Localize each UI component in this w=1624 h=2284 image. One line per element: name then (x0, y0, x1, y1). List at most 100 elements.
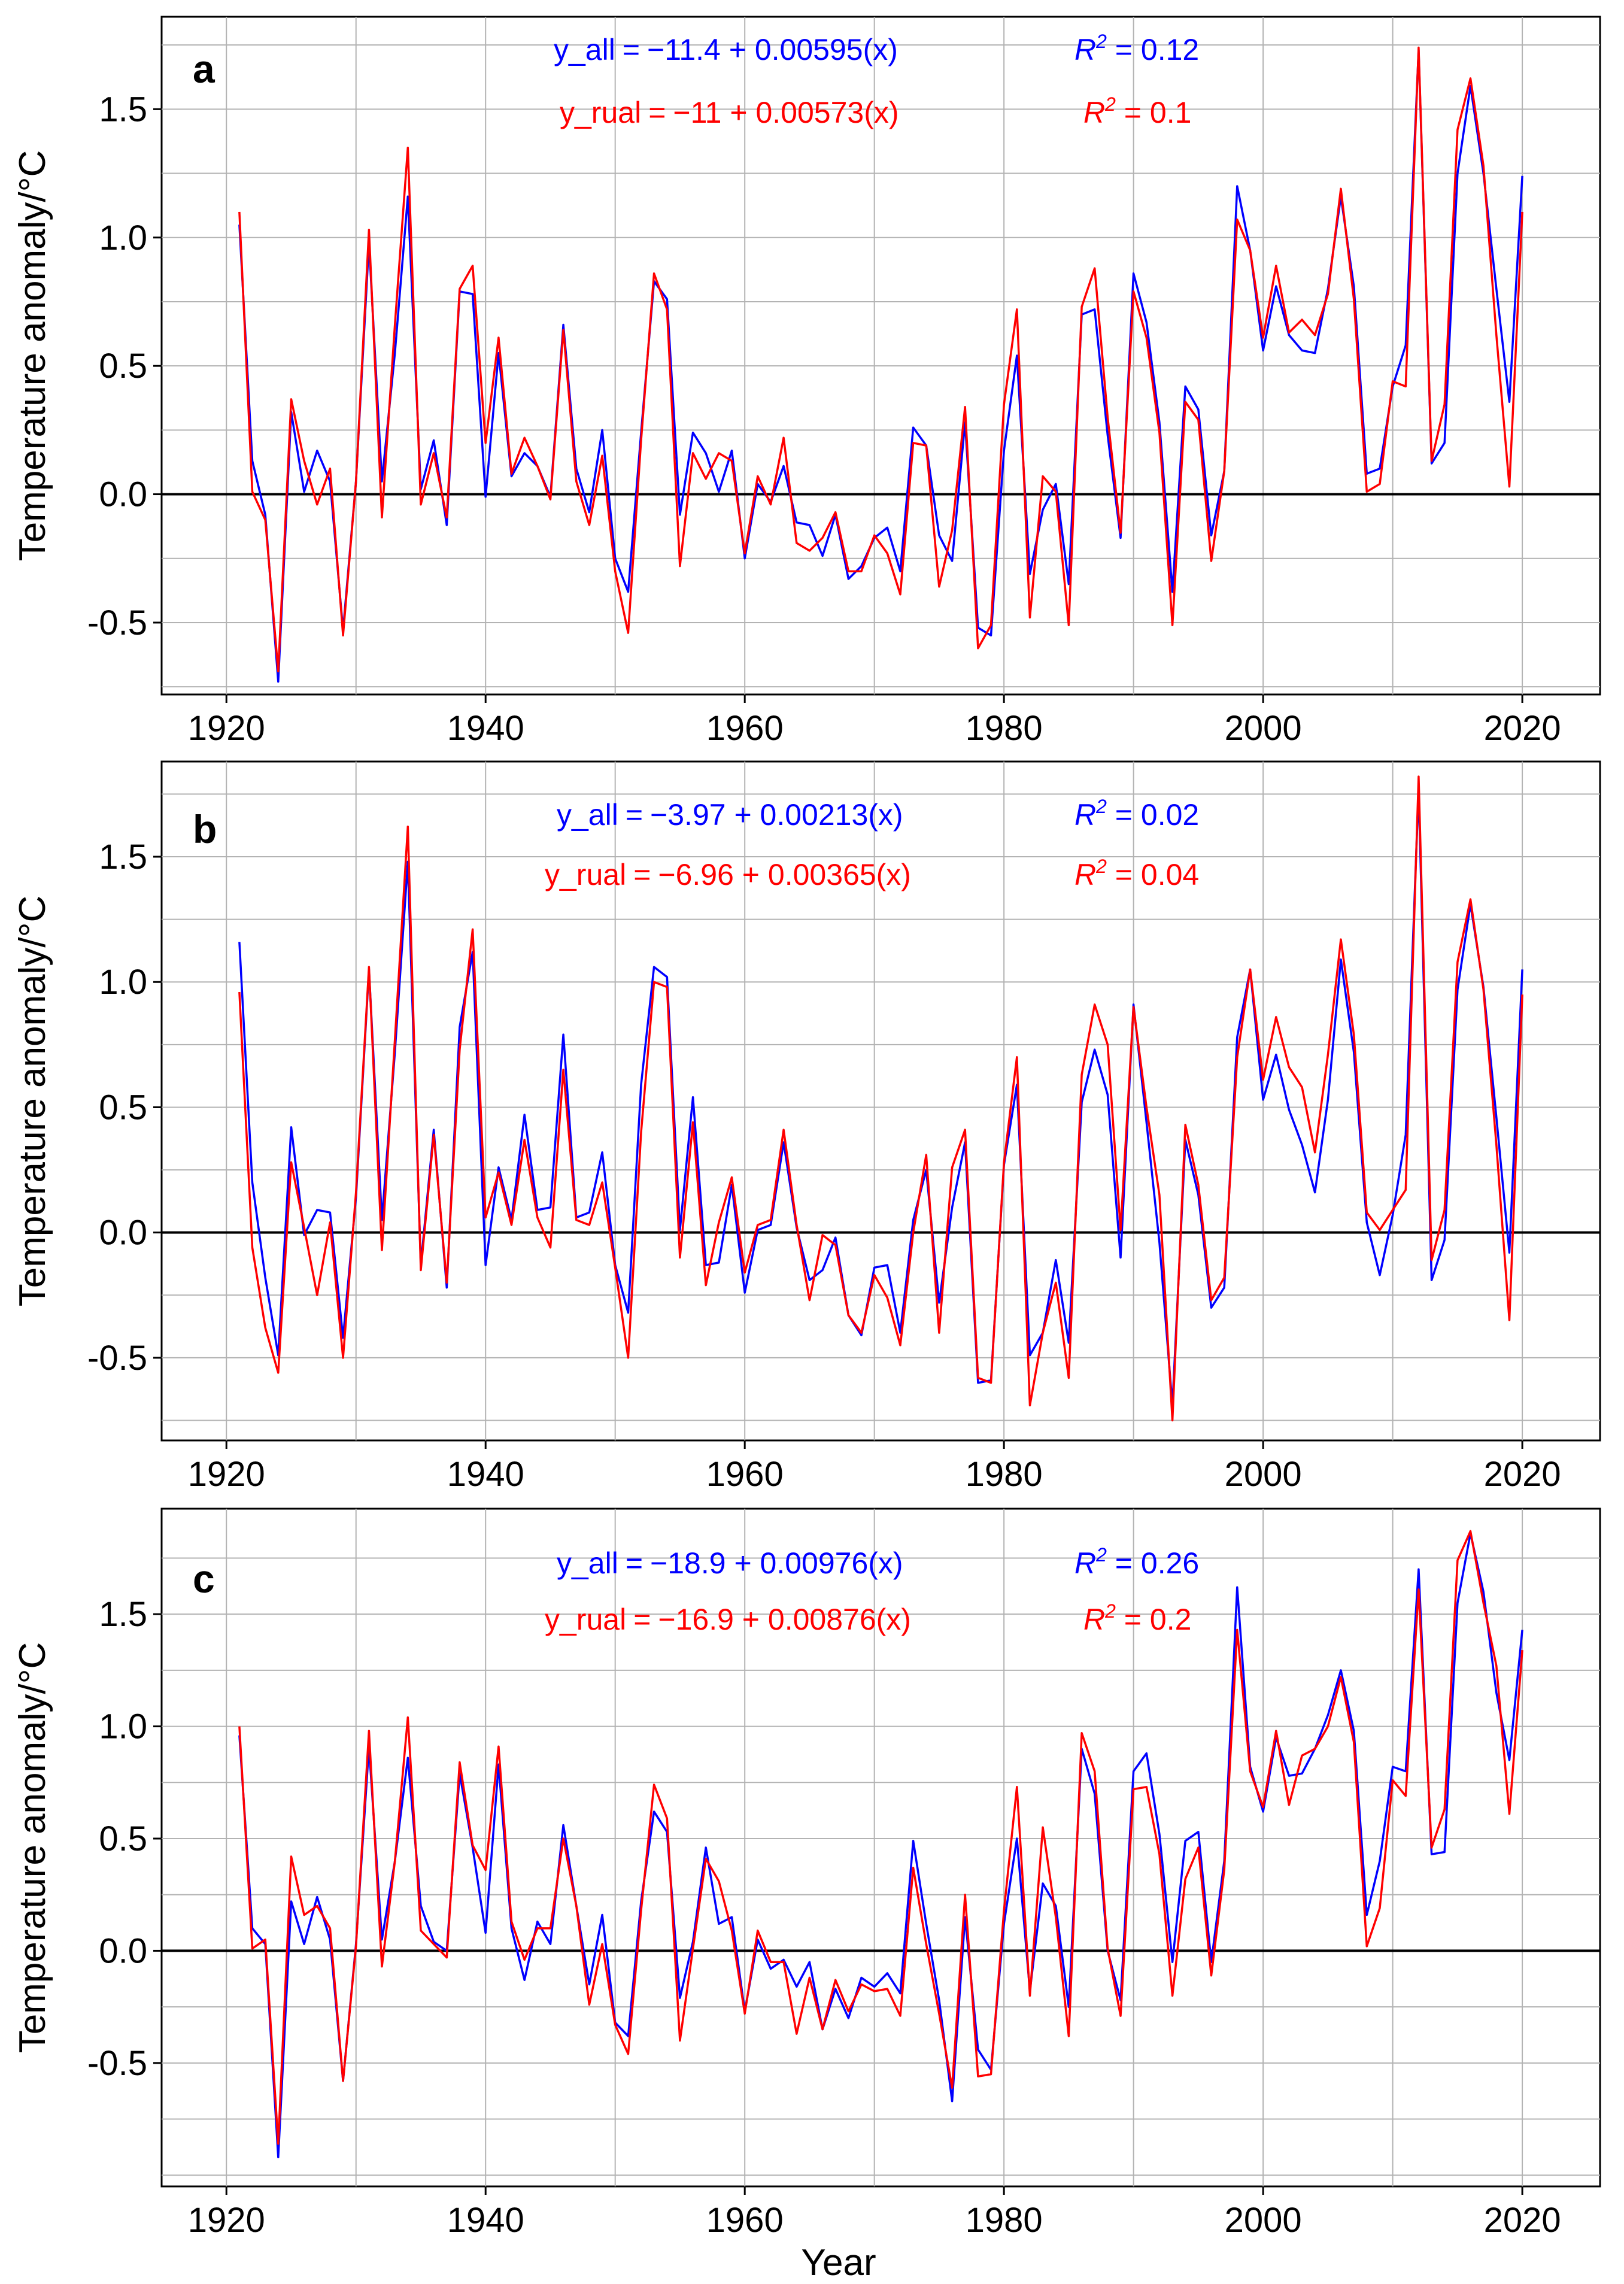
equation-all: y_all = −18.9 + 0.00976(x) (557, 1546, 903, 1580)
y-tick-label: -0.5 (87, 1339, 147, 1378)
equation-rhs: −6.96 + 0.00365(x) (658, 858, 911, 891)
r2-value: 0.04 (1141, 858, 1199, 891)
equation-rhs: −18.9 + 0.00976(x) (650, 1546, 903, 1580)
r2-rural: R2 = 0.1 (1083, 93, 1191, 129)
x-tick-label: 1960 (706, 2201, 784, 2240)
x-tick-label: 2000 (1225, 2201, 1302, 2240)
svg-text:y_rual=−11 + 0.00573(x): y_rual = −11 + 0.00573(x) (560, 96, 899, 129)
r2-value: 0.26 (1141, 1546, 1199, 1580)
panel-c: 1920 1940 1960 1980 2000 2020 -0.5 0.0 0.5 1.0 1.5… (12, 1507, 1601, 2240)
x-tick-label: 1960 (706, 1455, 784, 1494)
equation-lhs: y_rual (545, 858, 626, 891)
panel-label: b (193, 807, 217, 851)
panel-c-series (238, 1530, 1523, 2159)
y-axis-title: Temperature anomaly/°C (12, 150, 53, 561)
x-tick-label: 2000 (1225, 1455, 1302, 1494)
x-tick-label: 1920 (188, 709, 265, 748)
svg-text:y_all=−11.4 + 0.00595(x): y_all = −11.4 + 0.00595(x) (554, 33, 898, 66)
panel-a-frame (160, 16, 1601, 696)
equation-rhs: −11 + 0.00573(x) (673, 96, 898, 129)
panel-c-ticks: 1920 1940 1960 1980 2000 2020 -0.5 0.0 0.5 1.0 1.5 (87, 1595, 1561, 2240)
panel-a-series (238, 46, 1523, 683)
r2-value: 0.12 (1141, 33, 1199, 66)
x-tick-label: 2020 (1484, 2201, 1561, 2240)
svg-text:R2 = 0.04: R2 = 0.04 (1074, 856, 1199, 891)
panel-b-series (238, 775, 1523, 1422)
equation-rural: y_rual = −6.96 + 0.00365(x) (545, 858, 911, 891)
x-tick-label: 2000 (1225, 709, 1302, 748)
equation-rhs: −16.9 + 0.00876(x) (658, 1603, 911, 1636)
r2-value: 0.2 (1150, 1603, 1192, 1636)
svg-text:R2 = 0.26: R2 = 0.26 (1074, 1544, 1199, 1580)
x-tick-label: 2020 (1484, 709, 1561, 748)
equation-rural: y_rual = −11 + 0.00573(x) (560, 96, 899, 129)
x-tick-label: 1980 (966, 2201, 1043, 2240)
series-line-rural (238, 775, 1523, 1422)
equation-rhs: −11.4 + 0.00595(x) (647, 33, 898, 66)
x-tick-label: 1980 (966, 1455, 1043, 1494)
panel-b-grid (162, 762, 1600, 1440)
equation-rhs: −3.97 + 0.00213(x) (650, 798, 903, 832)
r2-all: R2 = 0.12 (1074, 31, 1199, 66)
r2-value: 0.02 (1141, 798, 1199, 832)
panel-c-frame (160, 1507, 1601, 2188)
panel-a-ticks: 1920 1940 1960 1980 2000 2020 -0.5 0.0 0.5 1.0 1.5 (87, 90, 1561, 748)
svg-text:y_rual=−6.96 + 0.00365(x): y_rual = −6.96 + 0.00365(x) (545, 858, 911, 891)
y-tick-label: -0.5 (87, 2044, 147, 2083)
x-tick-label: 1960 (706, 709, 784, 748)
y-tick-label: 1.5 (99, 1595, 147, 1634)
x-tick-label: 1940 (447, 709, 524, 748)
r2-all: R2 = 0.26 (1074, 1544, 1199, 1580)
r2-rural: R2 = 0.2 (1083, 1600, 1191, 1636)
equation-lhs: y_rual (545, 1603, 626, 1636)
panel-b-ticks: 1920 1940 1960 1980 2000 2020 -0.5 0.0 0.5 1.0 1.5 (87, 838, 1561, 1494)
svg-text:R2 = 0.02: R2 = 0.02 (1074, 796, 1199, 832)
x-tick-label: 1980 (966, 709, 1043, 748)
svg-text:y_all=−3.97 + 0.00213(x): y_all = −3.97 + 0.00213(x) (557, 798, 903, 832)
panel-a-grid (162, 17, 1600, 694)
equation-rural: y_rual = −16.9 + 0.00876(x) (545, 1603, 911, 1636)
equation-lhs: y_all (557, 798, 618, 832)
panel-label: a (193, 47, 215, 91)
y-tick-label: 1.0 (99, 1707, 147, 1746)
x-tick-label: 1920 (188, 1455, 265, 1494)
y-tick-label: 0.0 (99, 475, 147, 514)
panel-b: 1920 1940 1960 1980 2000 2020 -0.5 0.0 0.5 1.0 1.5… (12, 760, 1601, 1494)
svg-text:R2 = 0.1: R2 = 0.1 (1083, 93, 1191, 129)
x-tick-label: 1940 (447, 2201, 524, 2240)
y-tick-label: -0.5 (87, 603, 147, 642)
y-tick-label: 0.0 (99, 1214, 147, 1252)
r2-value: 0.1 (1150, 96, 1192, 129)
x-tick-label: 1940 (447, 1455, 524, 1494)
y-tick-label: 1.0 (99, 219, 147, 257)
x-tick-label: 1920 (188, 2201, 265, 2240)
x-axis-title: Year (801, 2242, 876, 2283)
equation-all: y_all = −3.97 + 0.00213(x) (557, 798, 903, 832)
equation-all: y_all = −11.4 + 0.00595(x) (554, 33, 898, 66)
equation-lhs: y_all (554, 33, 615, 66)
y-tick-label: 1.5 (99, 838, 147, 876)
panel-label: c (193, 1557, 215, 1601)
r2-all: R2 = 0.02 (1074, 796, 1199, 832)
svg-text:R2 = 0.12: R2 = 0.12 (1074, 31, 1199, 66)
y-axis-title: Temperature anomaly/°C (12, 896, 53, 1306)
series-line-rural (238, 1530, 1523, 2145)
y-tick-label: 1.5 (99, 90, 147, 129)
svg-text:R2 = 0.2: R2 = 0.2 (1083, 1600, 1191, 1636)
panel-b-frame (160, 760, 1601, 1442)
svg-text:y_rual=−16.9 + 0.00876(x): y_rual = −16.9 + 0.00876(x) (545, 1603, 911, 1636)
equation-lhs: y_all (557, 1546, 618, 1580)
y-axis-title: Temperature anomaly/°C (12, 1642, 53, 2053)
y-tick-label: 0.5 (99, 1819, 147, 1858)
panel-a: 1920 1940 1960 1980 2000 2020 -0.5 0.0 0.5 1.0 1.5… (12, 16, 1601, 748)
y-tick-label: 1.0 (99, 963, 147, 1002)
series-line-rural (238, 46, 1523, 673)
equation-lhs: y_rual (560, 96, 641, 129)
x-tick-label: 2020 (1484, 1455, 1561, 1494)
r2-rural: R2 = 0.04 (1074, 856, 1199, 891)
svg-text:y_all=−18.9 + 0.00976(x): y_all = −18.9 + 0.00976(x) (557, 1546, 903, 1580)
y-tick-label: 0.0 (99, 1931, 147, 1970)
y-tick-label: 0.5 (99, 347, 147, 386)
y-tick-label: 0.5 (99, 1088, 147, 1127)
